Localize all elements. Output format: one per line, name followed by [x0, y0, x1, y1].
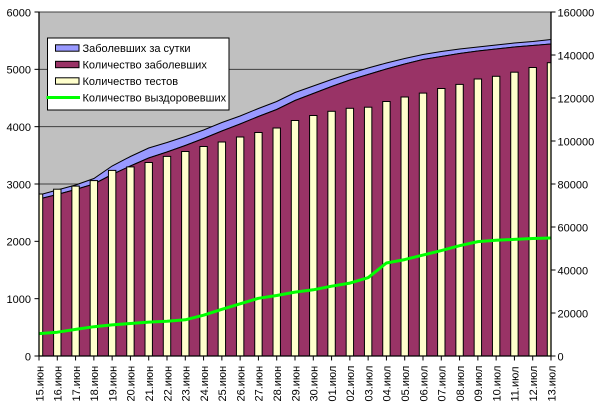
svg-text:20.июн: 20.июн [126, 366, 138, 402]
svg-text:120000: 120000 [558, 93, 595, 105]
svg-text:08.июл: 08.июл [455, 366, 467, 402]
svg-text:Заболевших за сутки: Заболевших за сутки [83, 43, 191, 55]
svg-text:20000: 20000 [558, 308, 589, 320]
svg-text:6000: 6000 [7, 7, 31, 19]
svg-text:27.июн: 27.июн [254, 366, 266, 402]
svg-text:06.июл: 06.июл [418, 366, 430, 402]
svg-text:13.июл: 13.июл [546, 366, 558, 402]
svg-text:2000: 2000 [7, 237, 31, 249]
svg-text:1000: 1000 [7, 294, 31, 306]
svg-text:15.июн: 15.июн [34, 366, 46, 402]
svg-text:Количество выздоровевших: Количество выздоровевших [83, 93, 227, 105]
svg-text:160000: 160000 [558, 7, 595, 19]
svg-text:28.июн: 28.июн [272, 366, 284, 402]
svg-text:22.июн: 22.июн [162, 366, 174, 402]
svg-text:19.июн: 19.июн [107, 366, 119, 402]
svg-text:18.июн: 18.июн [89, 366, 101, 402]
svg-text:07.июл: 07.июл [437, 366, 449, 402]
svg-text:11.июл: 11.июл [510, 366, 522, 401]
svg-text:100000: 100000 [558, 136, 595, 148]
svg-text:5000: 5000 [7, 65, 31, 77]
svg-text:40000: 40000 [558, 265, 589, 277]
svg-text:10.июл: 10.июл [491, 366, 503, 402]
svg-text:16.июн: 16.июн [53, 366, 65, 402]
svg-text:Количество тестов: Количество тестов [83, 76, 179, 88]
svg-text:02.июл: 02.июл [345, 366, 357, 402]
svg-text:09.июл: 09.июл [473, 366, 485, 402]
svg-text:80000: 80000 [558, 179, 589, 191]
svg-text:140000: 140000 [558, 50, 595, 62]
svg-text:04.июл: 04.июл [382, 366, 394, 402]
svg-text:05.июл: 05.июл [400, 366, 412, 402]
svg-text:17.июн: 17.июн [71, 366, 83, 402]
svg-text:24.июн: 24.июн [199, 366, 211, 402]
svg-text:29.июн: 29.июн [290, 366, 302, 402]
svg-text:60000: 60000 [558, 222, 589, 234]
svg-text:01.июл: 01.июл [327, 366, 339, 402]
svg-text:12.июл: 12.июл [528, 366, 540, 402]
svg-text:03.июл: 03.июл [363, 366, 375, 402]
svg-text:30.июн: 30.июн [309, 366, 321, 402]
svg-text:26.июн: 26.июн [235, 366, 247, 402]
svg-text:0: 0 [25, 351, 31, 363]
svg-text:3000: 3000 [7, 179, 31, 191]
svg-text:0: 0 [558, 351, 564, 363]
svg-text:23.июн: 23.июн [181, 366, 193, 402]
svg-text:25.июн: 25.июн [217, 366, 229, 402]
svg-text:21.июн: 21.июн [144, 366, 156, 402]
svg-text:4000: 4000 [7, 122, 31, 134]
svg-text:Количество заболевших: Количество заболевших [83, 60, 208, 72]
